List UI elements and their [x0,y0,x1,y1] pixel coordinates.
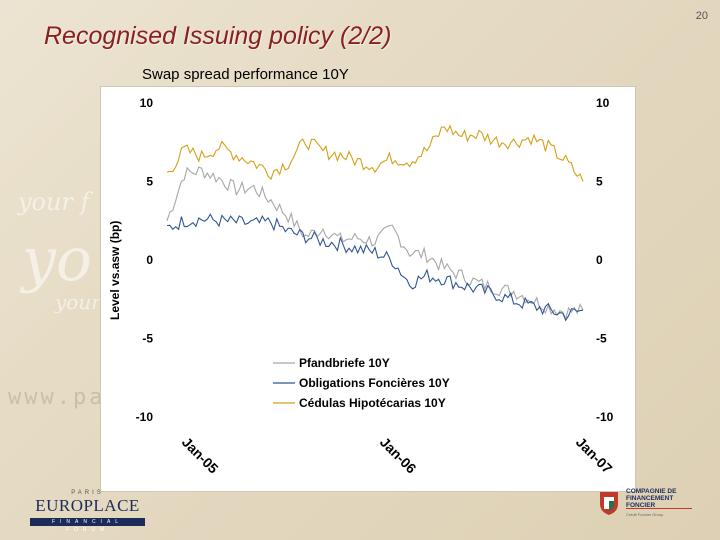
y-tick-label-left: 0 [146,253,153,267]
watermark-your: your f [18,188,90,216]
series-line-3 [166,124,584,182]
watermark-your-2: your [55,290,101,314]
y-tick-label-right: -5 [596,332,607,346]
slide-title: Recognised Issuing policy (2/2) [44,22,392,50]
y-tick-label-left: 5 [146,175,153,189]
page-number: 20 [695,10,708,22]
europlace-logo-top: PARIS [71,490,104,496]
y-tick-label-right: -10 [596,410,614,424]
legend-label-1: Pfandbriefe 10Y [299,356,390,370]
chart-panel: 10 10 5 5 0 0 -5 -5 -10 -10 Pfandbriefe 10Y Obligat… [100,86,636,492]
legend-label-2: Obligations Foncières 10Y [299,376,450,390]
watermark-www: www.pa [8,385,106,410]
y-tick-label-right: 10 [596,96,610,110]
cff-logo-sub: Crédit Foncier Group [626,512,664,517]
cff-logo: COMPAGNIE DE FINANCEMENT FONCIER Crédit … [598,488,708,528]
y-tick-label-left: -5 [142,332,153,346]
europlace-logo-name: EUROPLACE [35,496,140,515]
cff-logo-name: COMPAGNIE DE FINANCEMENT FONCIER [626,488,677,509]
series-line-2 [166,213,584,322]
x-tick-label: Jan-05 [179,434,222,477]
x-tick-label: Jan-07 [573,434,616,477]
cff-emblem-icon [600,492,618,515]
y-axis-label: Level vs.asw (bp) [108,220,122,320]
y-tick-label-right: 5 [596,175,603,189]
europlace-logo-bar: FINANCIAL FORUM [30,518,145,533]
legend-label-3: Cédulas Hipotécarias 10Y [299,396,446,410]
y-tick-label-right: 0 [596,253,603,267]
watermark-yo: yo [22,225,93,295]
series-line-1 [166,166,584,321]
cff-logo-rule [626,508,692,509]
y-tick-label-left: 10 [140,96,154,110]
y-tick-label-left: -10 [136,410,154,424]
line-chart: 10 10 5 5 0 0 -5 -5 -10 -10 Pfandbriefe 10Y Obligat… [136,96,616,477]
x-tick-label: Jan-06 [377,434,420,477]
chart-title: Swap spread performance 10Y [142,66,349,83]
europlace-logo: PARIS EUROPLACE FINANCIAL FORUM [30,490,145,533]
